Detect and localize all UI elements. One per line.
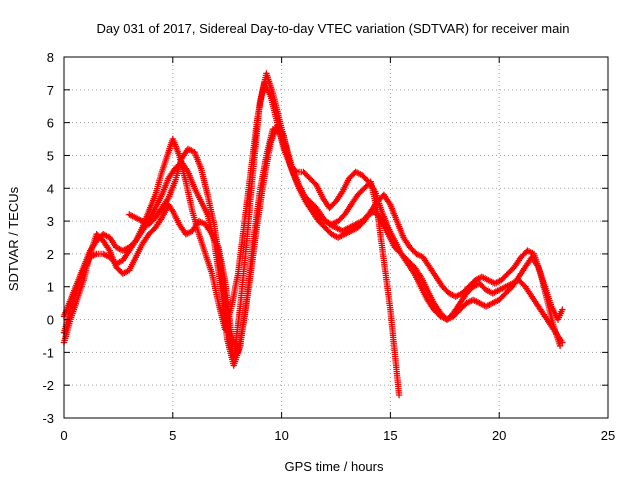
x-tick-label: 5 <box>169 428 176 443</box>
tick-layer: 0 5 10 15 20 25 -3 -2 -1 0 1 2 3 4 5 6 7 8 <box>42 50 615 443</box>
y-tick-label: 5 <box>47 148 54 163</box>
y-tick-label: 0 <box>47 313 54 328</box>
x-tick-label: 0 <box>60 428 67 443</box>
y-tick-label: 1 <box>47 280 54 295</box>
x-tick-label: 20 <box>492 428 506 443</box>
y-tick-label: -1 <box>42 345 54 360</box>
y-tick-label: 6 <box>47 116 54 131</box>
series-markers <box>126 70 403 399</box>
series-track-4 <box>126 70 403 399</box>
y-axis-label: SDTVAR / TECUs <box>6 186 21 291</box>
y-tick-label: -3 <box>42 411 54 426</box>
y-tick-label: 4 <box>47 181 54 196</box>
y-tick-label: -2 <box>42 378 54 393</box>
x-tick-label: 10 <box>274 428 288 443</box>
y-tick-label: 3 <box>47 214 54 229</box>
x-tick-label: 15 <box>383 428 397 443</box>
y-tick-label: 7 <box>47 83 54 98</box>
chart-title: Day 031 of 2017, Sidereal Day-to-day VTE… <box>96 21 569 36</box>
y-tick-label: 2 <box>47 247 54 262</box>
plot-frame <box>63 56 609 419</box>
x-axis-label: GPS time / hours <box>285 459 384 474</box>
y-tick-label: 8 <box>47 50 54 65</box>
x-tick-label: 25 <box>601 428 615 443</box>
